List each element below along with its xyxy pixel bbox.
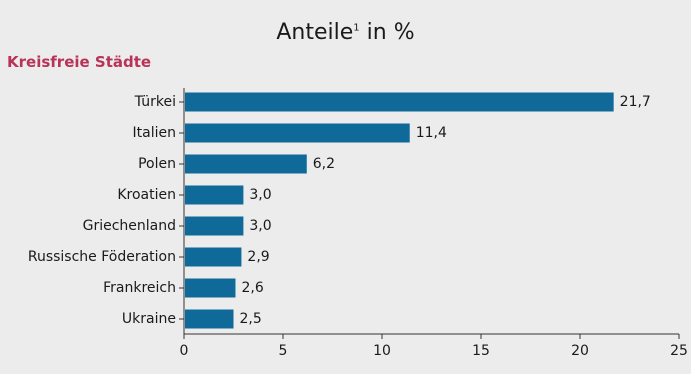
category-label: Russische Föderation: [28, 249, 176, 265]
category-label: Italien: [133, 125, 176, 141]
bar: [185, 123, 410, 143]
bar-value-label: 3,0: [249, 187, 271, 203]
x-tick-label: 10: [373, 343, 391, 359]
chart-title: Anteile1 in %: [0, 20, 691, 45]
category-label: Polen: [138, 156, 176, 172]
category-label: Türkei: [134, 94, 176, 110]
bar: [185, 247, 242, 267]
bar-value-label: 3,0: [249, 218, 271, 234]
x-tick-label: 0: [180, 343, 189, 359]
bar: [185, 92, 614, 112]
bar-value-label: 11,4: [416, 125, 447, 141]
bar-value-label: 2,6: [241, 280, 263, 296]
bar-value-label: 6,2: [313, 156, 335, 172]
bar: [185, 154, 307, 174]
x-tick-label: 25: [670, 343, 688, 359]
bar: [185, 309, 234, 329]
chart-title-main: Anteile: [276, 20, 354, 45]
bar: [185, 216, 244, 236]
category-label: Frankreich: [103, 280, 176, 296]
chart-title-suffix: in %: [366, 20, 415, 45]
bar: [185, 278, 236, 298]
category-label: Kroatien: [117, 187, 176, 203]
bar-value-label: 2,5: [240, 311, 262, 327]
category-label: Ukraine: [122, 311, 176, 327]
bar-value-label: 2,9: [247, 249, 269, 265]
x-tick-label: 15: [472, 343, 490, 359]
category-label: Griechenland: [83, 218, 176, 234]
group-label: Kreisfreie Städte: [7, 53, 152, 71]
bar: [185, 185, 244, 205]
x-tick-label: 20: [571, 343, 589, 359]
chart-title-footnote: 1: [353, 22, 360, 34]
x-tick-label: 5: [279, 343, 288, 359]
bar-value-label: 21,7: [620, 94, 651, 110]
